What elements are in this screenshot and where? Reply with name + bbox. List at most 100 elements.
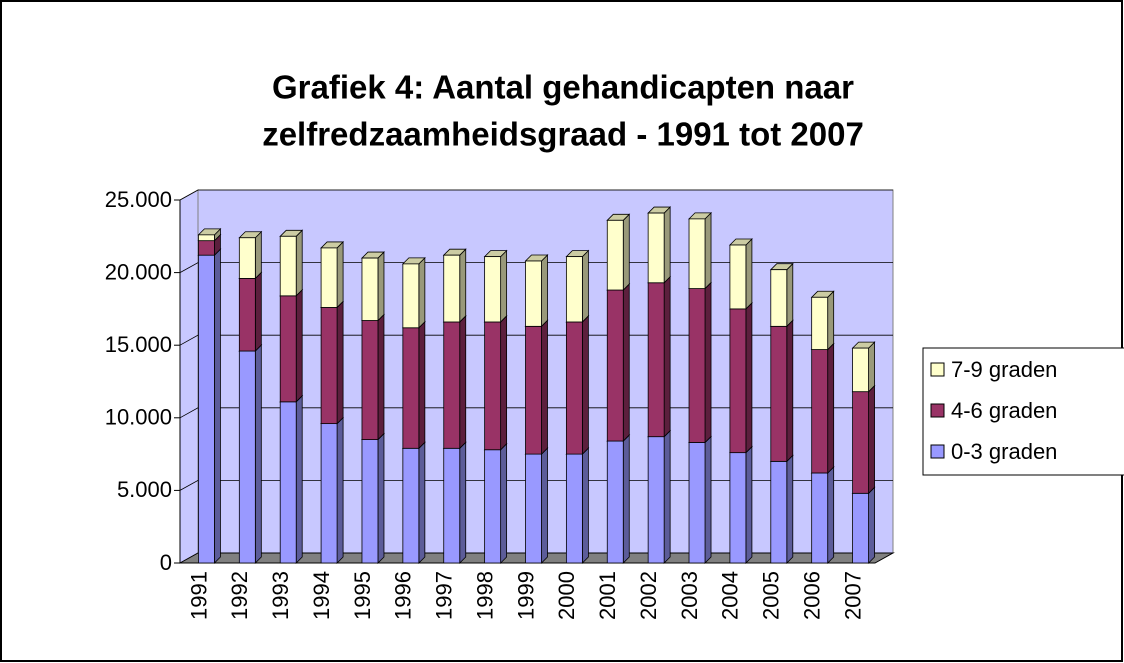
bar-side xyxy=(827,290,835,351)
bar xyxy=(770,269,788,327)
x-tick-label: 1994 xyxy=(309,571,334,620)
side-wall xyxy=(179,189,199,564)
bar-side xyxy=(254,230,262,280)
bar xyxy=(238,237,256,279)
x-tick-label: 2006 xyxy=(799,571,824,620)
bar xyxy=(238,350,256,564)
y-tick-label: 15.000 xyxy=(105,332,172,357)
bar-side xyxy=(377,251,385,322)
bar xyxy=(279,235,297,297)
x-tick-label: 2005 xyxy=(759,571,784,620)
bar xyxy=(198,254,215,564)
bar xyxy=(688,218,706,289)
grid-line xyxy=(179,189,893,201)
bar xyxy=(852,492,869,564)
bar xyxy=(811,349,829,474)
bar xyxy=(770,325,788,462)
chart-subtitle: zelfredzaamheidsgraad - 1991 tot 2007 xyxy=(262,116,864,153)
bar-side xyxy=(336,300,344,425)
bar xyxy=(484,256,502,323)
bar xyxy=(238,278,256,352)
bar xyxy=(647,282,665,438)
bar xyxy=(320,307,338,425)
bar-side xyxy=(541,319,548,456)
bar xyxy=(852,391,869,494)
legend-label: 0-3 graden xyxy=(951,439,1057,464)
bar xyxy=(525,260,542,327)
legend-swatch xyxy=(930,403,945,418)
y-tick-label: 20.000 xyxy=(105,259,172,284)
bar xyxy=(402,327,420,449)
bar-side xyxy=(459,441,467,564)
bar-side xyxy=(295,288,303,403)
bar xyxy=(320,247,338,308)
x-tick-label: 2004 xyxy=(718,571,743,620)
bar-side xyxy=(418,441,426,564)
x-tick-label: 1999 xyxy=(513,571,538,620)
bar xyxy=(852,347,869,393)
bar-side xyxy=(459,315,467,450)
x-tick-label: 2002 xyxy=(636,571,661,620)
bar xyxy=(729,452,747,564)
bar-side xyxy=(336,416,344,564)
bar xyxy=(443,447,461,564)
chart-title: Grafiek 4: Aantal gehandicapten naar xyxy=(272,69,854,106)
bar-side xyxy=(418,256,426,329)
bar-side xyxy=(827,466,835,564)
bar xyxy=(606,219,624,291)
bar-side xyxy=(254,271,262,352)
x-tick-label: 1991 xyxy=(186,571,211,620)
bar xyxy=(688,442,706,564)
bar xyxy=(402,447,420,564)
bar-side xyxy=(336,240,344,309)
x-tick-label: 1992 xyxy=(227,571,252,620)
bar xyxy=(606,440,624,564)
bar xyxy=(729,308,747,454)
bar-side xyxy=(377,313,385,441)
bar-side xyxy=(541,254,548,328)
bar-side xyxy=(745,238,753,310)
bar-side xyxy=(868,341,875,393)
bar xyxy=(361,439,379,564)
y-tick-label: 10.000 xyxy=(105,405,172,430)
bar xyxy=(361,257,379,321)
bar-side xyxy=(254,344,262,564)
bar-side xyxy=(295,394,303,564)
bar-side xyxy=(295,229,303,297)
bar-side xyxy=(581,447,589,564)
bar-side xyxy=(663,429,671,564)
bar-side xyxy=(622,283,630,442)
bar xyxy=(402,263,420,329)
x-tick-label: 1996 xyxy=(391,571,416,620)
bar-side xyxy=(704,435,712,564)
bar xyxy=(443,254,461,323)
bar-side xyxy=(704,211,712,290)
bar xyxy=(565,256,583,323)
bar-side xyxy=(786,454,794,564)
bar xyxy=(279,295,297,403)
bar xyxy=(811,296,829,350)
legend-label: 4-6 graden xyxy=(951,398,1057,423)
bar xyxy=(279,401,297,564)
bar-side xyxy=(500,315,508,451)
bar-side xyxy=(581,315,589,456)
bar xyxy=(443,321,461,449)
bar-side xyxy=(541,447,548,564)
bar-side xyxy=(500,442,508,564)
bar xyxy=(198,240,215,256)
bar xyxy=(361,320,379,440)
x-tick-label: 1997 xyxy=(432,571,457,620)
x-tick-label: 1993 xyxy=(268,571,293,620)
bar-side xyxy=(459,248,467,323)
bar xyxy=(729,244,747,310)
x-tick-label: 1998 xyxy=(472,571,497,620)
bar xyxy=(484,321,502,451)
bar-side xyxy=(786,262,794,328)
bar xyxy=(811,472,829,564)
bar xyxy=(320,423,338,564)
y-tick-label: 5.000 xyxy=(117,477,172,502)
bar-side xyxy=(663,206,671,284)
bar-side xyxy=(786,319,794,463)
bar-side xyxy=(418,320,426,450)
